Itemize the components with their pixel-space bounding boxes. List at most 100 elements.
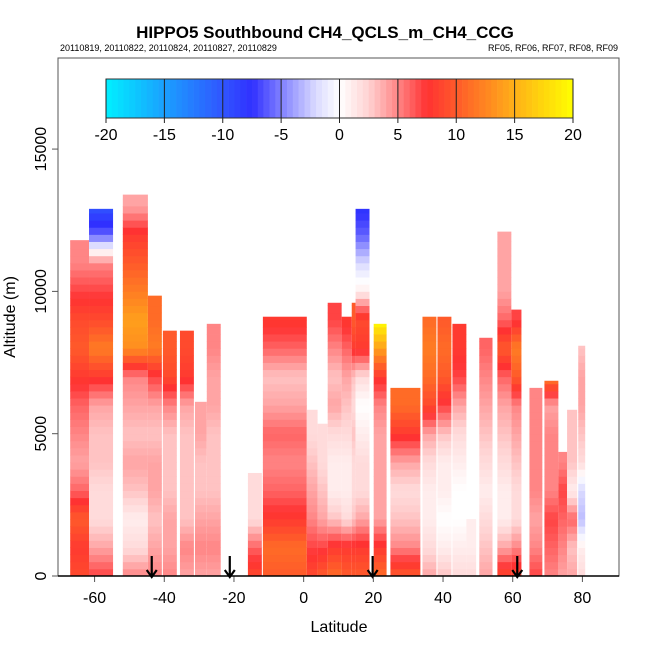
heatmap-cell bbox=[452, 547, 467, 556]
heatmap-cell bbox=[122, 206, 148, 214]
heatmap-cell bbox=[317, 433, 328, 442]
heatmap-cell bbox=[247, 497, 262, 506]
heatmap-cell bbox=[179, 383, 194, 392]
heatmap-cell bbox=[437, 426, 452, 435]
heatmap-cell bbox=[479, 490, 493, 499]
heatmap-cell bbox=[351, 405, 356, 413]
heatmap-cell bbox=[422, 398, 437, 406]
heatmap-cell bbox=[529, 504, 543, 513]
heatmap-cell bbox=[452, 391, 467, 399]
heatmap-cell bbox=[437, 533, 452, 541]
heatmap-cell bbox=[262, 362, 307, 371]
heatmap-cell bbox=[390, 519, 421, 527]
heatmap-cell bbox=[89, 376, 114, 385]
heatmap-cell bbox=[306, 440, 318, 449]
heatmap-cell bbox=[327, 526, 342, 534]
heatmap-cell bbox=[390, 426, 421, 435]
heatmap-cell bbox=[373, 469, 387, 477]
heatmap-cell bbox=[147, 348, 162, 356]
heatmap-cell bbox=[70, 483, 90, 492]
heatmap-cell bbox=[422, 497, 437, 506]
heatmap-cell bbox=[437, 547, 452, 556]
heatmap-cell bbox=[262, 504, 307, 513]
heatmap-cell bbox=[122, 312, 148, 321]
heatmap-cell bbox=[89, 455, 114, 463]
heatmap-cell bbox=[89, 248, 114, 257]
colorbar-swatch bbox=[357, 79, 364, 118]
heatmap-cell bbox=[351, 334, 356, 342]
heatmap-cell bbox=[437, 447, 452, 456]
heatmap-cell bbox=[262, 476, 307, 484]
heatmap-cell bbox=[452, 540, 467, 548]
heatmap-cell bbox=[122, 369, 148, 378]
heatmap-cell bbox=[122, 462, 148, 470]
heatmap-cell bbox=[70, 277, 90, 285]
heatmap-cell bbox=[306, 497, 318, 506]
heatmap-cell bbox=[89, 255, 114, 264]
heatmap-cell bbox=[89, 220, 114, 228]
heatmap-cell bbox=[437, 526, 452, 534]
heatmap-cell bbox=[422, 376, 437, 385]
colorbar-swatch bbox=[537, 79, 545, 118]
heatmap-cell bbox=[529, 433, 543, 442]
heatmap-cell bbox=[122, 277, 148, 285]
heatmap-cell bbox=[247, 568, 262, 577]
heatmap-cell bbox=[558, 483, 568, 492]
heatmap-cell bbox=[147, 547, 162, 556]
heatmap-cell bbox=[511, 426, 522, 435]
heatmap-cell bbox=[351, 490, 356, 499]
heatmap-cell bbox=[306, 540, 318, 548]
heatmap-cell bbox=[466, 540, 477, 548]
heatmap-cell bbox=[262, 447, 307, 456]
heatmap-cell bbox=[179, 398, 194, 406]
heatmap-cell bbox=[390, 497, 421, 506]
colorbar-tick-label: 20 bbox=[564, 127, 582, 144]
heatmap-cell bbox=[147, 362, 162, 371]
colorbar-tick-label: 15 bbox=[506, 127, 524, 144]
heatmap-cell bbox=[479, 455, 493, 463]
heatmap-cell bbox=[262, 554, 307, 563]
heatmap-cell bbox=[206, 554, 221, 563]
heatmap-cell bbox=[578, 447, 586, 456]
heatmap-cell bbox=[327, 440, 342, 449]
heatmap-cell bbox=[355, 519, 370, 527]
heatmap-cell bbox=[351, 533, 356, 541]
heatmap-cell bbox=[373, 362, 387, 371]
heatmap-cell bbox=[355, 568, 370, 577]
heatmap-cell bbox=[529, 419, 543, 427]
heatmap-cell bbox=[122, 540, 148, 548]
heatmap-cell bbox=[422, 440, 437, 449]
heatmap-cell bbox=[247, 476, 262, 484]
heatmap-cell bbox=[147, 533, 162, 541]
heatmap-cell bbox=[390, 533, 421, 541]
colorbar-swatch bbox=[123, 79, 130, 118]
heatmap-cell bbox=[341, 490, 352, 499]
heatmap-cell bbox=[194, 554, 207, 563]
heatmap-cell bbox=[327, 447, 342, 456]
heatmap-cell bbox=[162, 519, 177, 527]
heatmap-cell bbox=[89, 426, 114, 435]
heatmap-cell bbox=[262, 369, 307, 378]
heatmap-cell bbox=[355, 405, 370, 413]
heatmap-cell bbox=[355, 433, 370, 442]
heatmap-cell bbox=[544, 433, 559, 442]
heatmap-cell bbox=[452, 376, 467, 385]
heatmap-cell bbox=[122, 305, 148, 314]
heatmap-cell bbox=[122, 227, 148, 235]
heatmap-cell bbox=[422, 540, 437, 548]
heatmap-cell bbox=[122, 213, 148, 221]
heatmap-cell bbox=[497, 568, 512, 577]
heatmap-cell bbox=[578, 483, 586, 492]
heatmap-cell bbox=[122, 291, 148, 299]
heatmap-cell bbox=[466, 554, 477, 563]
heatmap-cell bbox=[247, 490, 262, 499]
heatmap-cell bbox=[355, 319, 370, 328]
heatmap-cell bbox=[529, 387, 543, 392]
heatmap-cell bbox=[497, 462, 512, 470]
colorbar-swatch bbox=[222, 79, 229, 118]
heatmap-cell bbox=[341, 419, 352, 427]
heatmap-cell bbox=[122, 483, 148, 492]
heatmap-cell bbox=[341, 504, 352, 513]
heatmap-cell bbox=[351, 526, 356, 534]
heatmap-cell bbox=[544, 540, 559, 548]
